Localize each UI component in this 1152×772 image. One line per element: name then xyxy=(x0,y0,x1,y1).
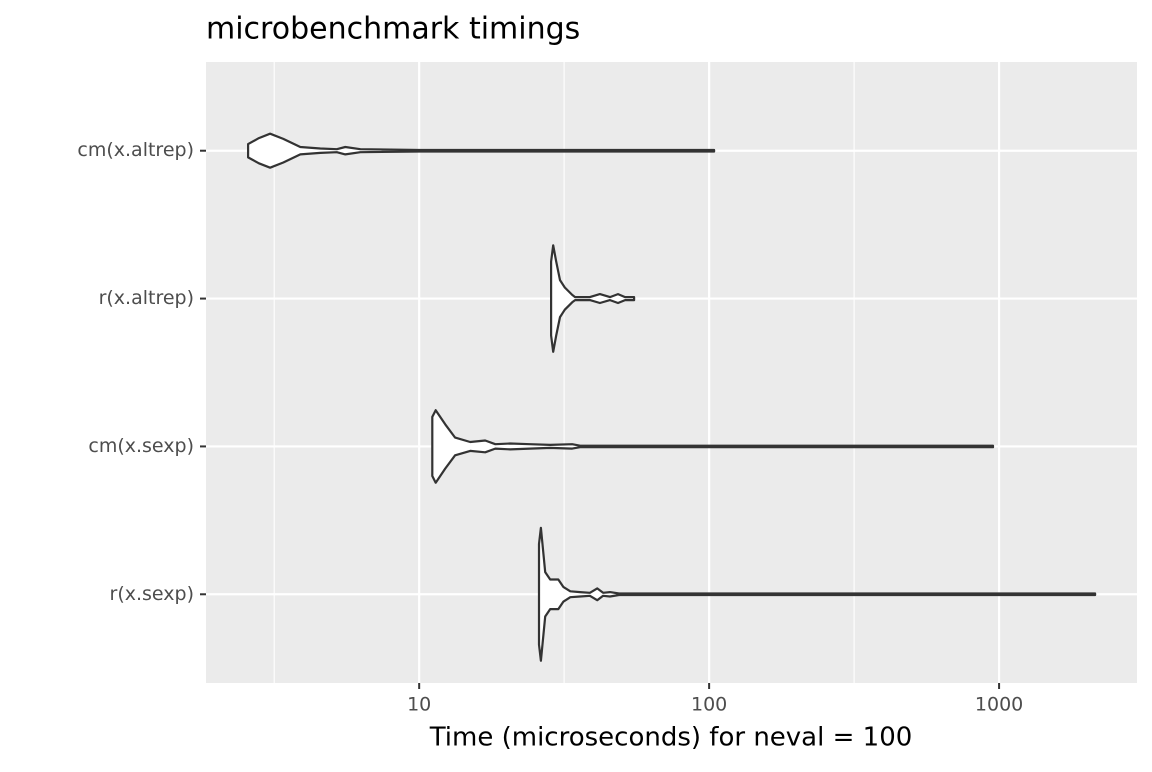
y-tick-label: r(x.sexp) xyxy=(110,583,194,605)
x-tick-label: 100 xyxy=(691,694,727,716)
violin xyxy=(431,409,995,484)
violin xyxy=(537,526,1097,662)
x-tick-label: 1000 xyxy=(975,694,1023,716)
violin xyxy=(247,132,716,169)
panel xyxy=(206,62,1137,683)
x-tick-label: 10 xyxy=(407,694,431,716)
chart-title: microbenchmark timings xyxy=(206,12,580,47)
violin xyxy=(550,244,636,353)
x-axis-title: Time (microseconds) for neval = 100 xyxy=(429,723,913,753)
y-tick-label: cm(x.altrep) xyxy=(77,139,194,161)
y-tick-label: cm(x.sexp) xyxy=(88,435,194,457)
y-tick-label: r(x.altrep) xyxy=(99,287,194,309)
